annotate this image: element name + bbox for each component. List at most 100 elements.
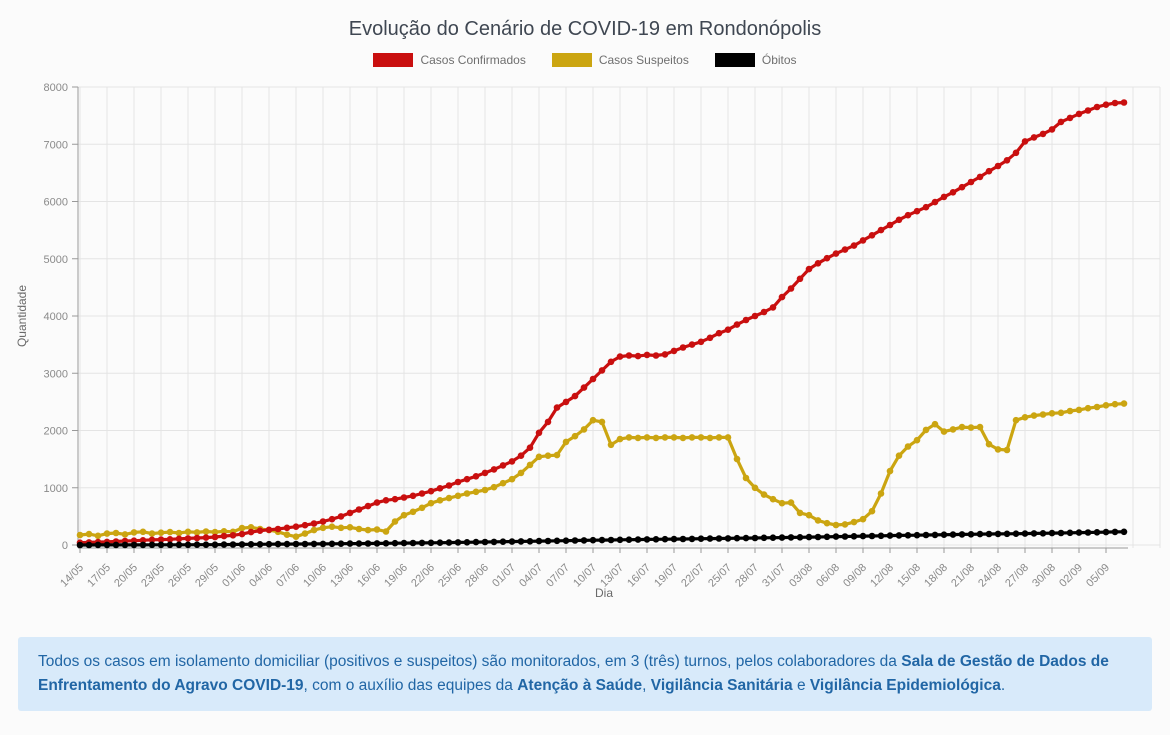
data-point [1012,416,1020,424]
data-point [805,265,813,273]
data-point [337,540,345,547]
data-point [121,541,129,549]
data-point [616,435,624,443]
data-point [535,429,543,437]
data-point [1120,99,1128,106]
data-point [571,432,579,440]
data-point [913,531,921,539]
data-point [823,519,831,527]
data-point [967,424,975,431]
data-point [1003,446,1011,454]
data-point [265,526,273,534]
data-point [283,531,291,538]
data-point [931,198,939,206]
data-point [85,530,93,538]
data-point [814,517,822,524]
data-point [427,539,435,547]
data-point [616,536,624,544]
series-line-casos-confirmados [79,100,1125,545]
data-point [490,538,498,546]
data-point [157,536,165,543]
data-point [634,536,642,543]
data-point [994,162,1002,170]
data-point [778,293,786,301]
data-point [760,308,768,316]
data-point [121,531,129,538]
data-point [373,526,381,533]
data-point [490,466,498,473]
data-point [580,426,588,433]
data-point [292,523,300,530]
legend-item-casos-suspeitos[interactable]: Casos Suspeitos [551,53,689,67]
data-point [1075,406,1083,414]
data-point [643,536,651,543]
covid-evolution-line-chart: 0 1000 2000 3000 4000 5000 6000 7000 8000 14/05 17… [15,82,1161,600]
data-point [715,329,723,337]
data-point [436,485,444,492]
x-tick-label: 01/07 [490,562,518,590]
data-point [301,521,309,529]
data-point [832,533,840,540]
data-point [1030,412,1038,419]
data-point [787,534,795,541]
data-point [553,451,561,459]
data-point [418,539,426,547]
data-point [1102,101,1110,108]
data-point [130,529,138,536]
data-point [175,529,183,537]
data-point [796,534,804,541]
data-point [472,538,480,546]
data-point [895,452,903,460]
legend-label: Óbitos [761,53,797,67]
data-point [733,455,741,463]
legend-item-casos-confirmados[interactable]: Casos Confirmados [373,53,526,67]
series-obitos [76,528,1128,549]
data-point [301,530,309,537]
legend-label: Casos Suspeitos [598,53,689,67]
data-point [499,479,507,487]
data-point [850,518,858,526]
data-point [490,483,498,491]
axes [77,87,1128,549]
legend-item-obitos[interactable]: Óbitos [714,53,797,67]
footer-text-segment: Vigilância Sanitária [650,677,793,695]
data-point [823,533,831,541]
data-point [283,524,291,532]
x-tick-label: 20/05 [112,562,140,590]
data-point [355,506,363,513]
data-point [625,352,633,359]
data-point [220,541,228,548]
data-point [697,338,705,346]
data-point [247,524,255,531]
data-point [976,530,984,538]
x-tick-label: 19/07 [652,562,680,590]
x-tick-label: 31/07 [760,562,788,590]
legend-swatch-confirmados-icon [373,53,414,67]
data-point [904,532,912,539]
data-point [526,444,534,452]
data-point [769,495,777,503]
data-point [607,358,615,366]
x-tick-label: 15/08 [895,562,923,590]
data-point [139,528,147,536]
data-point [625,536,633,543]
data-point [418,504,426,512]
data-point [643,351,651,359]
x-tick-label: 25/07 [706,562,734,590]
x-tick-label: 07/06 [274,562,302,590]
x-tick-label: 07/07 [544,562,572,590]
data-point [850,242,858,249]
data-point [715,535,723,542]
data-point [454,539,462,546]
data-point [724,535,732,542]
data-point [742,534,750,542]
data-point [454,492,462,500]
data-point [544,418,552,426]
data-point [427,499,435,507]
data-point [1093,529,1101,536]
data-point [1093,403,1101,411]
data-point [976,423,984,431]
data-point [445,539,453,546]
footer-text-segment: Atenção à Saúde [517,677,643,695]
data-point [157,529,165,536]
